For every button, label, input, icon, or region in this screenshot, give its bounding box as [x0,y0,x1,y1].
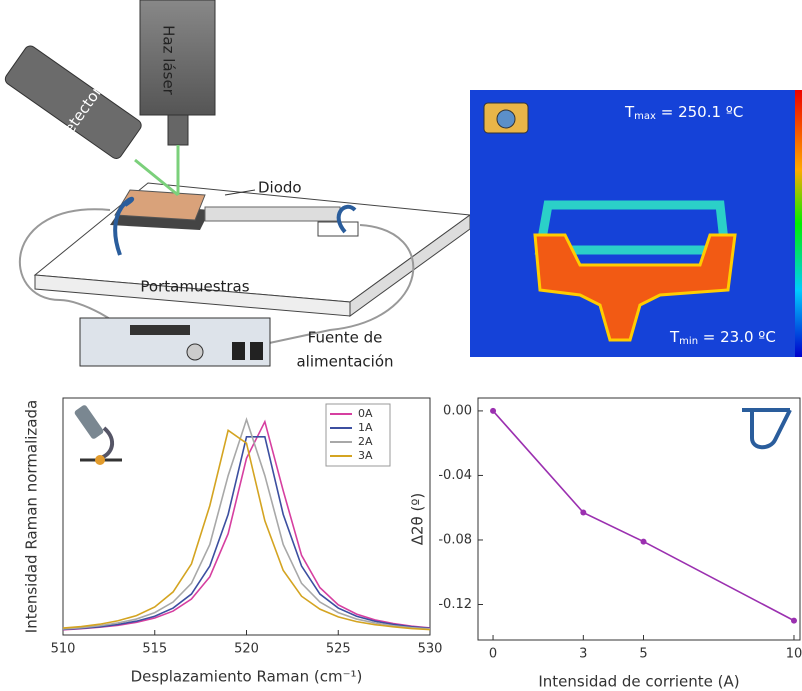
x-axis-label: Desplazamiento Raman (cm⁻¹) [131,668,363,686]
source-label: Fuente de [308,329,383,347]
x-tick-label: 515 [142,642,167,657]
chart: 0 3 5 10 0.00 -0.04 -0.08 -0.12 Intensidad de co… [409,398,802,691]
tmin-subscript: min [679,336,698,347]
y-tick-label: -0.04 [438,468,472,483]
holder-label: Portamuestras [140,278,249,296]
terminal [250,342,263,360]
tmax-text: = 250.1 ºC [656,103,743,121]
y-axis-label: Δ2θ (º) [409,493,427,546]
y-axis-label: Intensidad Raman normalizada [23,400,41,633]
source-label: alimentación [296,353,393,371]
point [641,539,647,545]
tmax-subscript: max [634,111,656,122]
microscope-icon [74,404,122,465]
x-tick-label: 520 [234,642,259,657]
y-tick-label: -0.12 [438,597,472,612]
point [490,408,496,414]
y-tick-label: 0.00 [443,403,472,418]
legend-label: 1A [358,421,373,434]
x-tick-label: 3 [579,647,587,662]
chart: 510 515 520 525 530 Desplazamiento Raman (cm⁻… [23,398,443,686]
thermal-image: Tmax = 250.1 ºC Tmin = 23.0 ºC [470,90,802,357]
logo-icon [742,410,790,447]
knob [187,344,203,360]
legend-label: 3A [358,449,373,462]
camera-lens [497,110,515,128]
x-tick-label: 530 [418,642,443,657]
diode-bar [205,207,340,221]
display [130,325,190,335]
point [580,510,586,516]
colorbar [795,90,802,357]
laser-label: Haz láser [160,25,178,96]
point [791,618,797,624]
x-tick-label: 525 [326,642,351,657]
x-tick-label: 5 [639,647,647,662]
x-tick-label: 10 [786,647,802,662]
legend-label: 0A [358,407,373,420]
figure: Haz láser Detector Diodo Portamuestras F… [0,0,802,691]
detector-body [3,44,143,161]
tmin-text: = 23.0 ºC [698,328,776,346]
diode-label: Diodo [258,179,302,197]
legend-label: 2A [358,435,373,448]
laser-nozzle [168,115,188,145]
y-tick-label: -0.08 [438,532,472,547]
x-tick-label: 510 [51,642,76,657]
x-tick-label: 0 [489,647,497,662]
x-axis-label: Intensidad de corriente (A) [538,673,739,691]
series-line [493,411,794,621]
setup-diagram: Haz láser Detector Diodo Portamuestras F… [3,0,470,371]
terminal [232,342,245,360]
